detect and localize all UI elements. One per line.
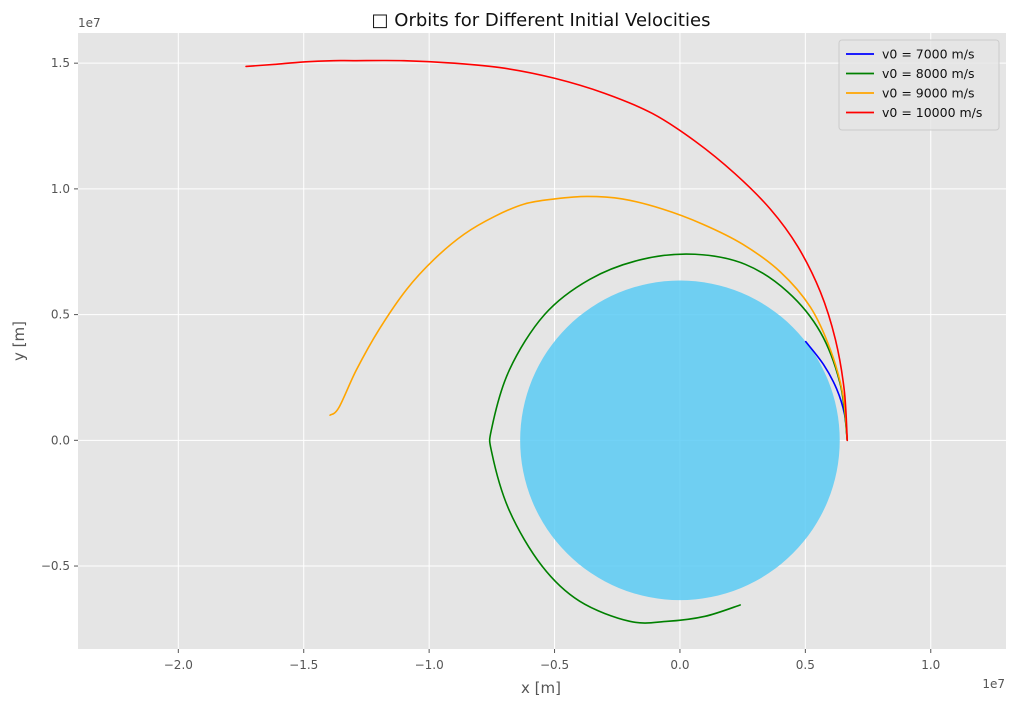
y-tick-label: −0.5 [41, 559, 70, 573]
series-line-4 [245, 59, 849, 442]
x-tick-label: 1.0 [921, 658, 940, 672]
x-tick-label: 0.5 [796, 658, 815, 672]
y-tick-label: 1.0 [51, 182, 70, 196]
series-layer [245, 59, 849, 624]
plot-background [78, 33, 1006, 649]
x-axis-label: x [m] [521, 679, 561, 697]
y-axis-offset-label: 1e7 [78, 16, 101, 30]
x-tick-label: 0.0 [670, 658, 689, 672]
legend-label: v0 = 10000 m/s [882, 105, 982, 120]
y-axis-label: y [m] [10, 321, 28, 361]
legend: v0 = 7000 m/s v0 = 8000 m/s v0 = 9000 m/s v… [838, 39, 1000, 131]
x-axis-offset-label: 1e7 [982, 677, 1005, 691]
plot-area [245, 59, 849, 624]
x-tick-label: −0.5 [540, 658, 569, 672]
legend-label: v0 = 9000 m/s [882, 86, 974, 101]
earth-disk [520, 280, 840, 601]
x-tick-label: −2.0 [164, 658, 193, 672]
legend-label: v0 = 7000 m/s [882, 47, 974, 62]
x-tick-label: −1.0 [415, 658, 444, 672]
series-line-2 [488, 253, 849, 624]
series-line-3 [329, 195, 849, 442]
legend-box [838, 39, 1000, 131]
grid [78, 33, 1006, 649]
x-axis-ticks: −2.0 −1.5 −1.0 −0.5 0.0 0.5 1.0 [164, 649, 940, 672]
chart-title: □ Orbits for Different Initial Velocitie… [372, 10, 711, 31]
y-tick-label: 0.0 [51, 433, 70, 447]
x-tick-label: −1.5 [289, 658, 318, 672]
y-tick-label: 1.5 [51, 56, 70, 70]
y-tick-label: 0.5 [51, 308, 70, 322]
legend-label: v0 = 8000 m/s [882, 66, 974, 81]
y-axis-ticks: −0.5 0.0 0.5 1.0 1.5 [41, 56, 78, 573]
